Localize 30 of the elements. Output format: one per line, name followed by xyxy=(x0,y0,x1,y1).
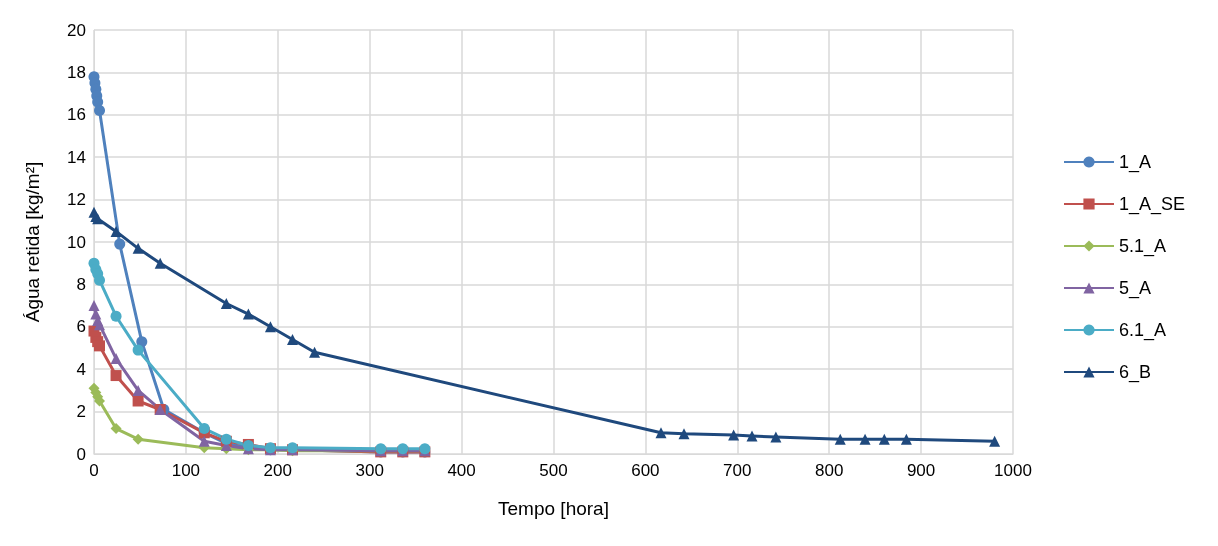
x-tick-label: 900 xyxy=(906,461,936,480)
y-tick-label: 8 xyxy=(76,274,86,294)
x-tick-label: 1000 xyxy=(994,461,1032,480)
x-tick-label: 700 xyxy=(723,461,752,480)
y-tick-label: 12 xyxy=(67,190,86,210)
x-tick-label: 100 xyxy=(171,461,201,480)
y-tick-label: 14 xyxy=(67,147,86,167)
x-tick-label: 600 xyxy=(631,461,660,480)
y-tick-label: 4 xyxy=(76,359,86,379)
x-tick-label: 200 xyxy=(263,461,292,480)
x-tick-label: 400 xyxy=(447,461,476,480)
y-tick-label: 2 xyxy=(76,402,86,422)
y-tick-label: 20 xyxy=(67,20,86,40)
legend-label: 6.1_A xyxy=(1119,320,1167,341)
y-tick-label: 10 xyxy=(67,232,86,252)
legend-label: 5.1_A xyxy=(1119,236,1167,257)
legend-label: 1_A xyxy=(1119,152,1152,173)
x-tick-label: 800 xyxy=(815,461,844,480)
legend-label: 1_A_SE xyxy=(1119,194,1186,215)
legend-label: 6_B xyxy=(1119,362,1152,383)
y-tick-label: 18 xyxy=(67,62,86,82)
y-tick-label: 16 xyxy=(67,105,86,125)
y-tick-label: 6 xyxy=(76,317,86,337)
y-axis-title: Água retida [kg/m²] xyxy=(22,161,43,323)
y-tick-label: 0 xyxy=(76,444,86,464)
x-tick-label: 300 xyxy=(355,461,384,480)
x-tick-label: 500 xyxy=(539,461,568,480)
x-axis-title: Tempo [hora] xyxy=(498,498,609,519)
legend-label: 5_A xyxy=(1119,278,1152,299)
x-tick-label: 0 xyxy=(89,461,99,480)
